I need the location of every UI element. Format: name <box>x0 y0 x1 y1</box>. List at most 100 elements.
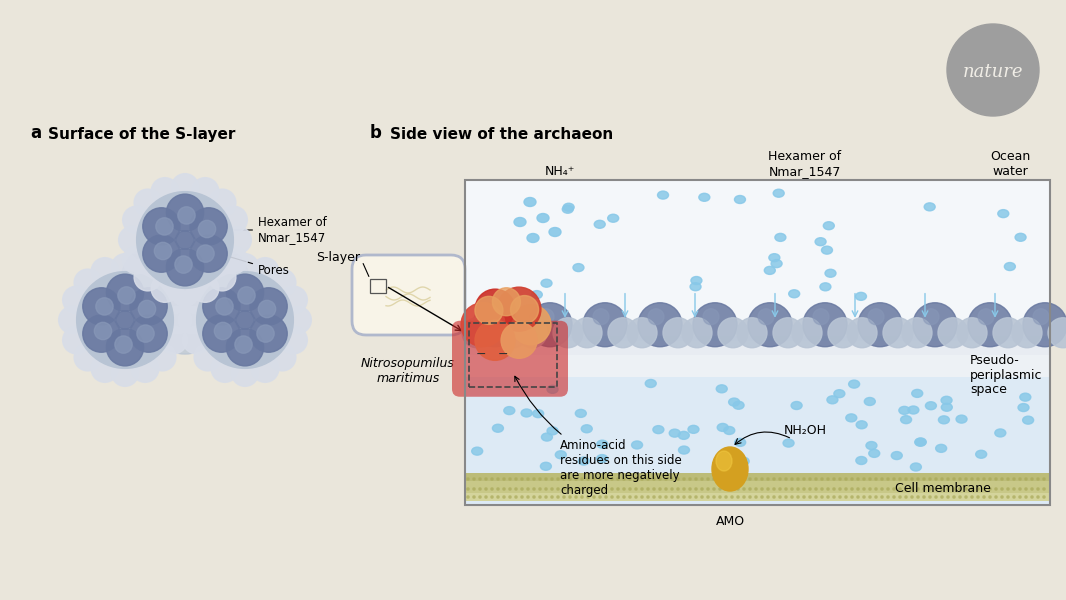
Circle shape <box>284 307 311 334</box>
Circle shape <box>604 478 608 480</box>
Text: Pores: Pores <box>191 244 290 277</box>
Circle shape <box>791 496 793 498</box>
Circle shape <box>899 496 901 498</box>
Text: Pseudo-
periplasmic
space: Pseudo- periplasmic space <box>970 353 1043 397</box>
Circle shape <box>683 488 685 490</box>
Circle shape <box>634 478 637 480</box>
Circle shape <box>1043 496 1045 498</box>
Ellipse shape <box>542 279 552 287</box>
Circle shape <box>623 478 625 480</box>
Bar <box>465 493 1050 501</box>
Circle shape <box>791 488 793 490</box>
Ellipse shape <box>658 191 668 199</box>
Circle shape <box>111 359 139 386</box>
Circle shape <box>814 478 818 480</box>
Circle shape <box>503 488 505 490</box>
Circle shape <box>695 496 697 498</box>
Circle shape <box>737 318 768 348</box>
Circle shape <box>803 496 805 498</box>
Circle shape <box>881 496 884 498</box>
Ellipse shape <box>834 389 845 398</box>
Circle shape <box>527 488 529 490</box>
Circle shape <box>652 488 656 490</box>
Circle shape <box>485 478 487 480</box>
Circle shape <box>995 478 997 480</box>
Circle shape <box>224 226 252 254</box>
Circle shape <box>947 24 1039 116</box>
Circle shape <box>497 287 540 331</box>
Circle shape <box>166 194 204 232</box>
Ellipse shape <box>527 233 539 242</box>
Circle shape <box>785 478 787 480</box>
Circle shape <box>629 488 631 490</box>
Circle shape <box>575 496 577 498</box>
Circle shape <box>851 478 853 480</box>
Ellipse shape <box>717 424 728 431</box>
Circle shape <box>965 478 967 480</box>
Circle shape <box>821 488 823 490</box>
Ellipse shape <box>576 409 586 418</box>
Circle shape <box>252 257 279 285</box>
Circle shape <box>839 488 841 490</box>
Ellipse shape <box>856 421 867 429</box>
Circle shape <box>737 478 739 480</box>
Circle shape <box>725 478 727 480</box>
Circle shape <box>148 344 176 371</box>
Circle shape <box>634 496 637 498</box>
Text: Side view of the archaeon: Side view of the archaeon <box>390 127 613 142</box>
Circle shape <box>473 496 475 498</box>
Circle shape <box>521 496 523 498</box>
Circle shape <box>475 296 503 325</box>
Ellipse shape <box>738 457 749 465</box>
Circle shape <box>203 315 240 352</box>
Circle shape <box>107 274 144 311</box>
Circle shape <box>258 301 276 317</box>
Circle shape <box>581 488 583 490</box>
Ellipse shape <box>1018 404 1029 412</box>
Circle shape <box>941 478 943 480</box>
Circle shape <box>490 488 494 490</box>
Circle shape <box>851 496 853 498</box>
Circle shape <box>755 496 757 498</box>
Circle shape <box>693 303 737 347</box>
Circle shape <box>833 496 835 498</box>
Circle shape <box>766 496 770 498</box>
Circle shape <box>181 246 249 314</box>
Circle shape <box>563 478 565 480</box>
Ellipse shape <box>908 406 919 414</box>
Circle shape <box>533 478 535 480</box>
Circle shape <box>737 496 739 498</box>
Circle shape <box>683 496 685 498</box>
Text: S-layer: S-layer <box>316 251 360 263</box>
Circle shape <box>844 488 847 490</box>
Circle shape <box>473 303 517 347</box>
Ellipse shape <box>866 442 877 449</box>
Circle shape <box>617 488 619 490</box>
Circle shape <box>707 496 709 498</box>
Ellipse shape <box>492 424 503 432</box>
Circle shape <box>1024 488 1028 490</box>
Circle shape <box>238 287 255 304</box>
Circle shape <box>912 303 957 347</box>
Circle shape <box>226 329 263 366</box>
Ellipse shape <box>899 406 910 415</box>
Circle shape <box>94 322 112 340</box>
Circle shape <box>160 326 188 354</box>
Circle shape <box>545 488 547 490</box>
Bar <box>465 180 1050 505</box>
Bar <box>465 473 1050 481</box>
Circle shape <box>462 318 492 348</box>
Circle shape <box>689 478 691 480</box>
Circle shape <box>209 263 236 291</box>
Circle shape <box>1024 496 1028 498</box>
Circle shape <box>166 248 204 286</box>
Circle shape <box>497 496 499 498</box>
Circle shape <box>983 478 985 480</box>
Circle shape <box>958 496 962 498</box>
Ellipse shape <box>524 197 536 206</box>
Circle shape <box>965 488 967 490</box>
Ellipse shape <box>533 410 544 418</box>
Circle shape <box>479 496 481 498</box>
Circle shape <box>483 309 499 325</box>
Ellipse shape <box>910 463 921 471</box>
